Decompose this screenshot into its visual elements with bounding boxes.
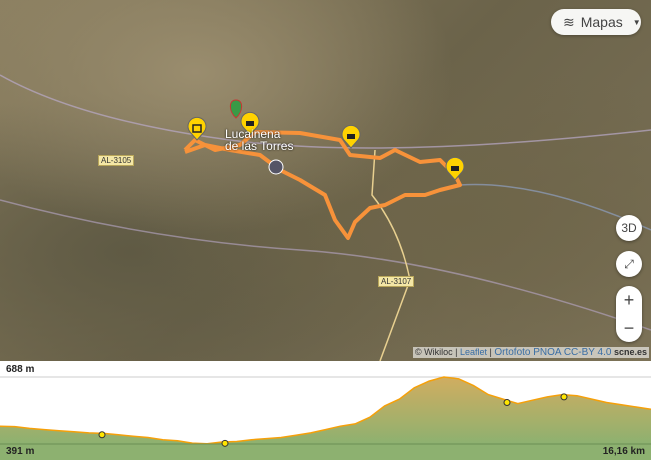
leaflet-link[interactable]: Leaflet xyxy=(459,347,488,357)
elevation-profile[interactable]: 688 m 391 m 16,16 km xyxy=(0,361,651,460)
layers-label: Mapas xyxy=(580,14,623,30)
scne-label: scne.es xyxy=(613,347,647,357)
photo-waypoint xyxy=(445,156,465,181)
distance-label: 16,16 km xyxy=(602,446,645,457)
expand-icon[interactable]: ⤢ xyxy=(616,251,642,277)
zoom-in-button[interactable]: + xyxy=(623,289,635,310)
elevation-chart xyxy=(0,376,651,460)
max-elevation-label: 688 m xyxy=(6,364,35,375)
road-label: AL-3107 xyxy=(378,276,415,287)
elevation-area xyxy=(0,377,651,444)
waypoint-dot[interactable] xyxy=(98,431,106,439)
ortho-link[interactable]: Ortofoto PNOA CC-BY 4.0 xyxy=(494,347,612,358)
zoom-out-button[interactable]: − xyxy=(623,317,635,338)
poi-marker xyxy=(268,159,284,175)
elevation-line xyxy=(0,376,651,445)
chevron-down-icon: ▼ xyxy=(632,17,641,27)
baseline-band xyxy=(0,444,651,460)
road-label: AL-3105 xyxy=(98,155,135,166)
monument-waypoint xyxy=(187,116,207,141)
3d-button[interactable]: 3D xyxy=(616,215,642,241)
layers-icon: ≋ xyxy=(563,13,575,30)
photo-waypoint xyxy=(341,124,361,149)
min-elevation-label: 391 m xyxy=(6,446,35,457)
start-marker xyxy=(229,99,243,119)
wikiloc-link[interactable]: © Wikiloc xyxy=(415,347,453,357)
map-overlay xyxy=(0,74,651,361)
waypoint-dot[interactable] xyxy=(560,393,568,401)
attribution: © Wikiloc | Leaflet | Ortofoto PNOA CC-B… xyxy=(413,347,649,358)
waypoint-dot[interactable] xyxy=(221,439,229,447)
waypoint-dot[interactable] xyxy=(503,398,511,406)
map[interactable]: Lucainena de las Torres AL-3105 AL-3107 … xyxy=(0,0,651,361)
route-line xyxy=(183,130,462,240)
town-label: Lucainena de las Torres xyxy=(225,127,294,153)
photo-waypoint xyxy=(240,111,260,136)
layers-button[interactable]: ≋ Mapas ▼ xyxy=(551,9,641,35)
